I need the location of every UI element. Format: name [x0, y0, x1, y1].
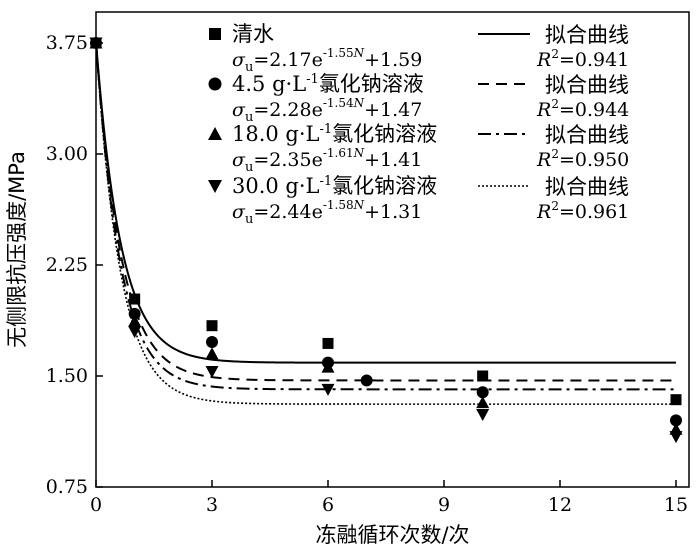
y-axis-label: 无侧限抗压强度/MPa [5, 151, 29, 348]
x-tick-label: 12 [548, 494, 572, 516]
data-point [476, 396, 490, 409]
legend-marker [209, 28, 221, 40]
axes: 0 3 6 9 12 15 0.75 1.50 2.25 3.00 3.75 [46, 32, 688, 516]
x-tick-label: 0 [90, 494, 102, 516]
fit-curve [95, 42, 676, 405]
x-tick-label: 9 [438, 494, 450, 516]
plot-frame [95, 11, 690, 488]
legend-label: 清水 [232, 22, 274, 46]
plot-border [95, 11, 690, 488]
fit-equation: σu=2.35e-1.61N+1.41 [232, 146, 422, 175]
legend-label: 30.0 g·L-1氯化钠溶液 [232, 174, 437, 198]
y-tick-label: 3.00 [46, 143, 88, 165]
y-tick-label: 1.50 [46, 365, 88, 387]
data-point [128, 307, 141, 320]
data-point [321, 383, 335, 396]
fit-equation: σu=2.17e-1.55N+1.59 [232, 46, 422, 75]
legend-label: 18.0 g·L-1氯化钠溶液 [232, 122, 437, 146]
data-point [205, 347, 219, 360]
r-squared: R2=0.961 [536, 199, 629, 223]
fit-equation: σu=2.44e-1.58N+1.31 [232, 198, 422, 227]
r-squared: R2=0.941 [536, 47, 629, 71]
legend-fit-label: 拟合曲线 [545, 73, 629, 97]
data-point [322, 337, 334, 349]
data-point [476, 386, 489, 399]
fit-curve [95, 41, 676, 364]
legend-label: 4.5 g·L-1氯化钠溶液 [232, 72, 424, 96]
data-point [321, 360, 335, 373]
data-point [129, 293, 141, 305]
data-point [128, 314, 142, 327]
fit-equation: σu=2.28e-1.54N+1.47 [232, 96, 422, 125]
data-point [206, 320, 218, 332]
legend-fit-label: 拟合曲线 [545, 123, 629, 147]
data-point [206, 335, 218, 348]
legend-marker [208, 180, 222, 193]
y-tick-label: 2.25 [46, 254, 88, 276]
x-axis-label: 冻融循环次数/次 [315, 523, 469, 547]
data-point [128, 326, 142, 339]
r-squared: R2=0.944 [536, 97, 629, 121]
x-tick-label: 6 [322, 494, 334, 516]
legend-fit-label: 拟合曲线 [545, 175, 629, 199]
data-point [669, 431, 683, 444]
legend-marker [208, 127, 222, 140]
fit-curve [95, 41, 676, 391]
data-point [476, 408, 490, 421]
data-point [89, 37, 103, 50]
y-tick-label: 0.75 [46, 476, 88, 498]
fit-curves [95, 41, 676, 405]
x-tick-label: 3 [206, 494, 218, 516]
data-point [670, 394, 682, 406]
data-point [360, 374, 373, 387]
legend-marker [208, 77, 222, 91]
data-points [89, 36, 683, 444]
data-point [477, 370, 489, 382]
legend-fit-label: 拟合曲线 [545, 23, 629, 47]
data-point [205, 366, 219, 379]
x-tick-label: 15 [664, 494, 688, 516]
fit-curve [95, 42, 676, 382]
data-point [670, 414, 682, 427]
y-tick-label: 3.75 [46, 32, 88, 54]
r-squared: R2=0.950 [536, 147, 629, 171]
